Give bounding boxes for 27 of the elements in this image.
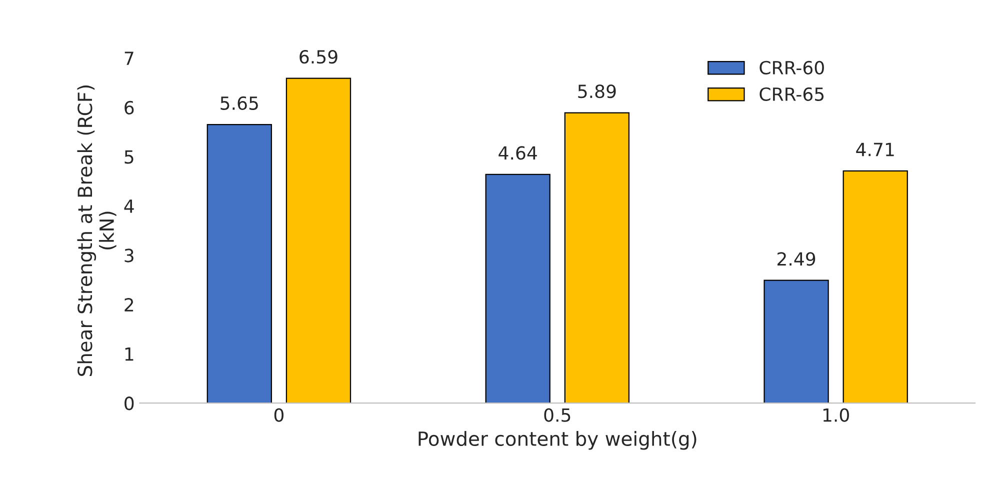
data-label: 5.89 (578, 84, 616, 98)
bar (286, 78, 352, 404)
x-tick-label: 0 (274, 408, 284, 422)
x-axis-title: Powder content by weight(g) (418, 430, 696, 450)
data-label: 2.49 (778, 252, 816, 266)
y-axis-title: Shear Strength at Break (RCF) (kN) (77, 86, 116, 376)
y-tick-label: 5 (124, 150, 134, 164)
y-tick-label: 3 (124, 248, 134, 262)
legend-label: CRR-60 (760, 60, 824, 74)
bar (564, 112, 630, 404)
data-label: 5.65 (220, 96, 258, 110)
y-tick-label: 4 (124, 200, 134, 213)
bar (485, 174, 550, 404)
data-label: 4.71 (856, 142, 894, 156)
bar (764, 280, 829, 404)
y-tick-label: 7 (124, 52, 134, 65)
y-tick-label: 2 (124, 298, 134, 312)
x-tick-label: 0.5 (544, 408, 570, 422)
y-tick-label: 6 (124, 100, 134, 114)
bar (206, 124, 272, 404)
x-tick-label: 1.0 (823, 408, 849, 422)
data-label: 4.64 (498, 146, 537, 160)
legend-label: CRR-65 (760, 87, 824, 101)
bar (842, 170, 908, 404)
y-tick-label: 0 (124, 396, 134, 410)
data-label: 6.59 (300, 50, 338, 64)
y-tick-label: 1 (125, 347, 134, 361)
